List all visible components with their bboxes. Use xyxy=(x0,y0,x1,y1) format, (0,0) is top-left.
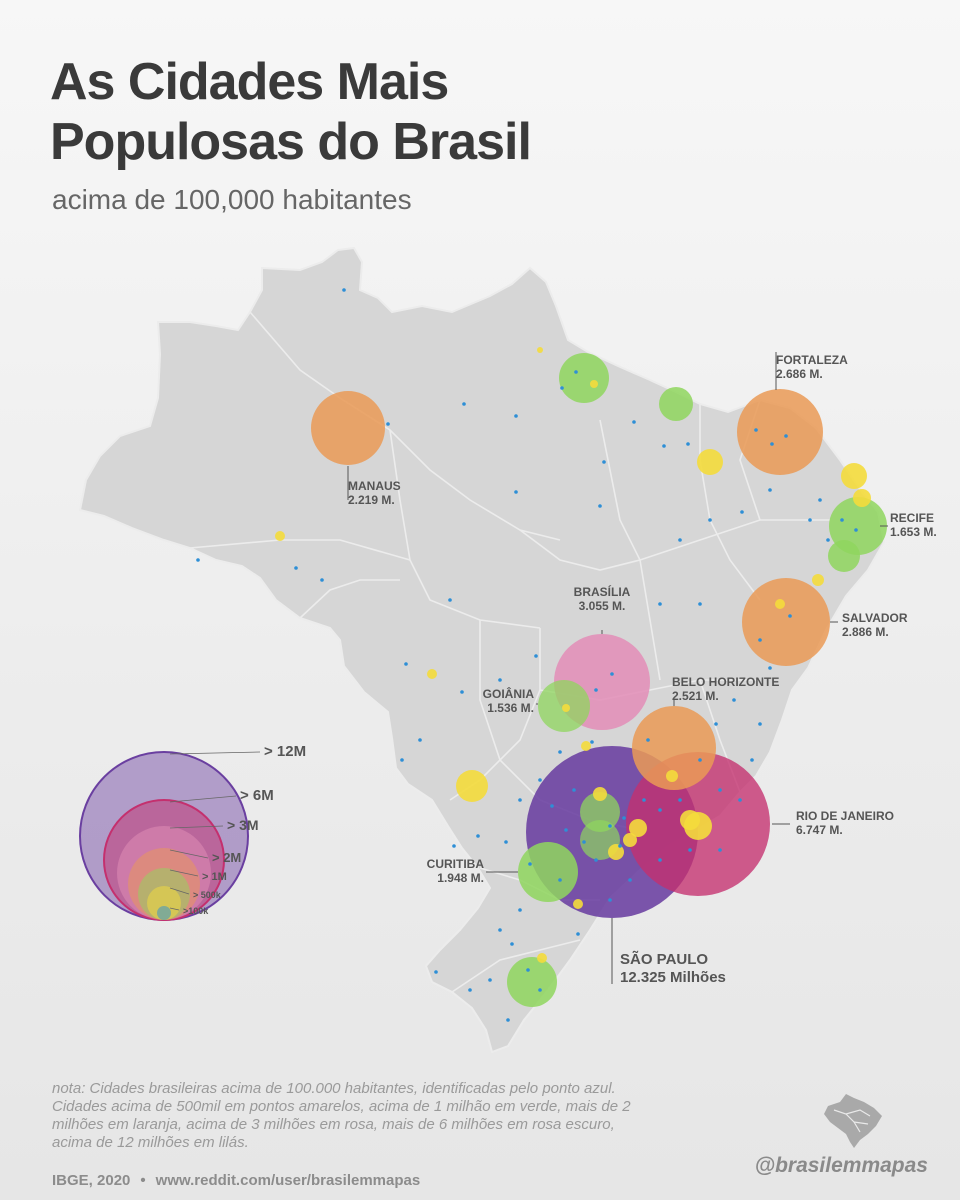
legend-leader xyxy=(169,795,237,803)
legend-leader xyxy=(169,751,261,755)
footnote: nota: Cidades brasileiras acima de 100.0… xyxy=(52,1080,631,1151)
legend-leader xyxy=(169,825,224,829)
page-title: As Cidades Mais Populosas do Brasil xyxy=(50,52,532,172)
city-population: 12.325 Milhões xyxy=(620,969,726,986)
city-population: 6.747 M. xyxy=(796,823,843,837)
legend-leader xyxy=(169,849,209,859)
title-line-2: Populosas do Brasil xyxy=(50,113,532,171)
city-markers xyxy=(196,288,887,1022)
marker-maceio xyxy=(828,540,860,572)
city-population: 2.686 M. xyxy=(776,367,823,381)
source-url[interactable]: www.reddit.com/user/brasilemmapas xyxy=(155,1172,421,1189)
legend-label: > 6M xyxy=(240,787,274,804)
legend-label: > 500k xyxy=(193,890,222,900)
city-population: 1.948 M. xyxy=(437,871,484,885)
yellow-markers xyxy=(275,347,871,963)
title-line-1: As Cidades Mais xyxy=(50,53,449,111)
legend-leader xyxy=(169,869,199,877)
city-name: FORTALEZA xyxy=(776,353,848,367)
marker-salvador xyxy=(742,578,830,666)
source-line: IBGE, 2020 • www.reddit.com/user/brasilemm… xyxy=(52,1172,421,1189)
city-name: GOIÂNIA xyxy=(483,686,535,701)
legend-label: > 1M xyxy=(202,871,227,883)
legend-label: > 2M xyxy=(212,850,241,865)
marker-porto-alegre xyxy=(507,957,557,1007)
legend-circle-over_500k xyxy=(147,886,181,920)
brazil-logo-icon xyxy=(824,1094,882,1148)
city-population: 1.653 M. xyxy=(890,525,937,539)
city-population: 2.886 M. xyxy=(842,625,889,639)
legend-label: > 12M xyxy=(264,743,306,760)
legend: > 12M > 6M > 3M > 2M > 1M > 500k >100k xyxy=(79,743,306,921)
marker-belem xyxy=(559,353,609,403)
city-name: CURITIBA xyxy=(427,857,485,871)
marker-campinas xyxy=(580,792,620,832)
legend-leader xyxy=(169,887,190,895)
city-name: SALVADOR xyxy=(842,611,908,625)
city-name: RIO DE JANEIRO xyxy=(796,809,894,823)
city-population: 2.521 M. xyxy=(672,689,719,703)
marker-fortaleza xyxy=(737,389,823,475)
city-name: SÃO PAULO xyxy=(620,950,708,968)
marker-belo-horizonte xyxy=(632,706,716,790)
marker-manaus xyxy=(311,391,385,465)
city-population: 3.055 M. xyxy=(579,599,626,613)
legend-label: >100k xyxy=(183,906,209,916)
blue-dots xyxy=(196,288,858,1022)
legend-label: > 3M xyxy=(227,817,259,833)
source: IBGE, 2020 xyxy=(52,1172,131,1189)
city-name: BRASÍLIA xyxy=(574,584,631,599)
marker-sao-luis xyxy=(659,387,693,421)
city-population: 2.219 M. xyxy=(348,493,395,507)
city-name: MANAUS xyxy=(348,479,401,493)
city-name: BELO HORIZONTE xyxy=(672,675,779,689)
author-handle: @brasilemmapas xyxy=(754,1154,928,1177)
city-population: 1.536 M. xyxy=(487,701,534,715)
city-name: RECIFE xyxy=(890,511,934,525)
marker-curitiba xyxy=(518,842,578,902)
legend-leader xyxy=(169,907,180,911)
legend-circle-over_100k xyxy=(157,906,171,920)
subtitle: acima de 100,000 habitantes xyxy=(52,184,412,215)
